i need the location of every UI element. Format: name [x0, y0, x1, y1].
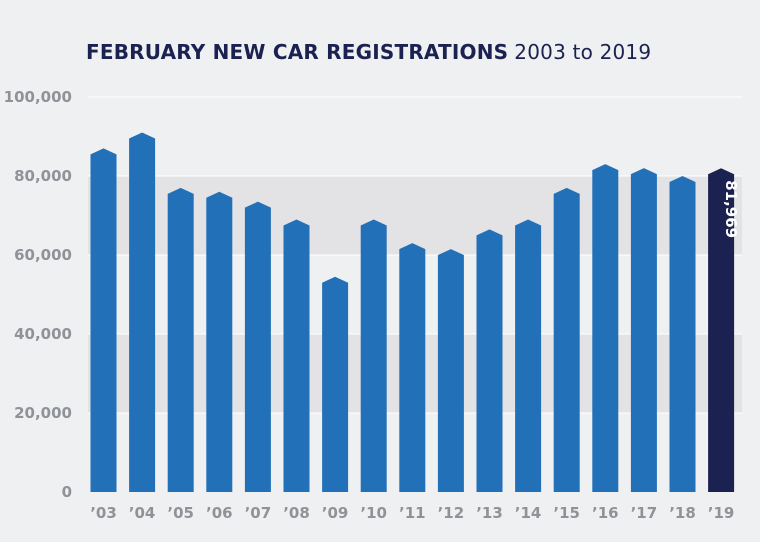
x-tick-label: ’06 — [206, 504, 233, 522]
x-tick-label: ’05 — [167, 504, 194, 522]
bars: 81,969 — [90, 132, 740, 493]
bar-15 — [553, 187, 580, 492]
bar-17 — [630, 168, 657, 492]
bar-07 — [244, 201, 271, 493]
x-tick-label: ’09 — [322, 504, 349, 522]
x-tick-label: ’03 — [90, 504, 117, 522]
x-tick-label: ’18 — [669, 504, 696, 522]
x-axis: ’03 ’04 ’05 ’06 ’07 ’08 ’09 ’10 ’11 ’12 ’13 ’14 ’15 ’… — [90, 504, 734, 522]
y-tick-label: 20,000 — [14, 404, 72, 422]
x-tick-label: ’10 — [360, 504, 387, 522]
bar-16 — [592, 164, 619, 492]
bar-11 — [399, 243, 426, 492]
chart-title: FEBRUARY NEW CAR REGISTRATIONS 2003 to 20… — [86, 40, 651, 64]
y-tick-label: 100,000 — [4, 88, 72, 106]
x-tick-label: ’13 — [476, 504, 503, 522]
highlight-data-label: 81,969 — [722, 180, 740, 238]
bar-08 — [283, 219, 310, 492]
y-tick-label: 80,000 — [14, 167, 72, 185]
x-tick-label: ’11 — [399, 504, 426, 522]
x-tick-label: ’14 — [515, 504, 542, 522]
bar-09 — [322, 276, 349, 492]
bar-12 — [437, 249, 464, 492]
x-tick-label: ’19 — [708, 504, 735, 522]
bar-19 — [708, 168, 735, 492]
bar-13 — [476, 229, 503, 492]
bar-06 — [206, 191, 233, 493]
x-tick-label: ’16 — [592, 504, 619, 522]
x-tick-label: ’04 — [129, 504, 156, 522]
x-tick-label: ’15 — [553, 504, 580, 522]
bar-04 — [129, 132, 156, 493]
y-tick-label: 40,000 — [14, 325, 72, 343]
x-tick-label: ’17 — [631, 504, 658, 522]
x-tick-label: ’08 — [283, 504, 310, 522]
x-tick-label: ’12 — [438, 504, 465, 522]
bar-05 — [167, 187, 194, 492]
y-tick-label: 60,000 — [14, 246, 72, 264]
bar-18 — [669, 176, 696, 492]
chart-subtitle: 2003 to 2019 — [514, 40, 652, 64]
bar-10 — [360, 219, 387, 492]
x-tick-label: ’07 — [245, 504, 272, 522]
y-axis: 0 20,000 40,000 60,000 80,000 100,000 — [4, 88, 72, 501]
y-tick-label: 0 — [62, 483, 72, 501]
chart-title-main: FEBRUARY NEW CAR REGISTRATIONS — [86, 40, 509, 64]
bar-14 — [515, 219, 542, 492]
bar-03 — [90, 148, 117, 492]
